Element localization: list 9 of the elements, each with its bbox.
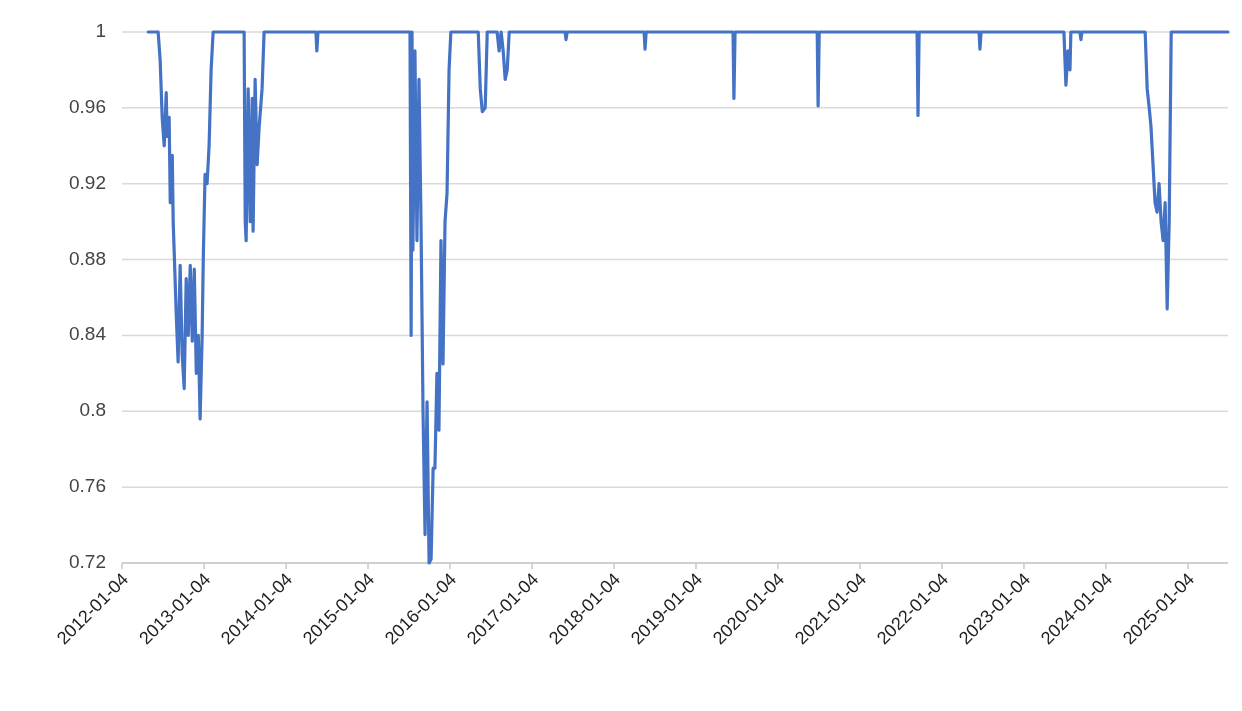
y-tick-label: 0.72 — [69, 551, 106, 573]
y-tick-label: 0.76 — [69, 475, 106, 497]
y-tick-label: 0.92 — [69, 171, 106, 193]
y-tick-label: 0.88 — [69, 247, 106, 269]
y-tick-label: 0.8 — [79, 399, 106, 421]
line-series — [146, 30, 1230, 565]
y-tick-label: 0.96 — [69, 95, 106, 117]
y-tick-label: 1 — [95, 20, 106, 42]
y-tick-label: 0.84 — [69, 323, 107, 345]
